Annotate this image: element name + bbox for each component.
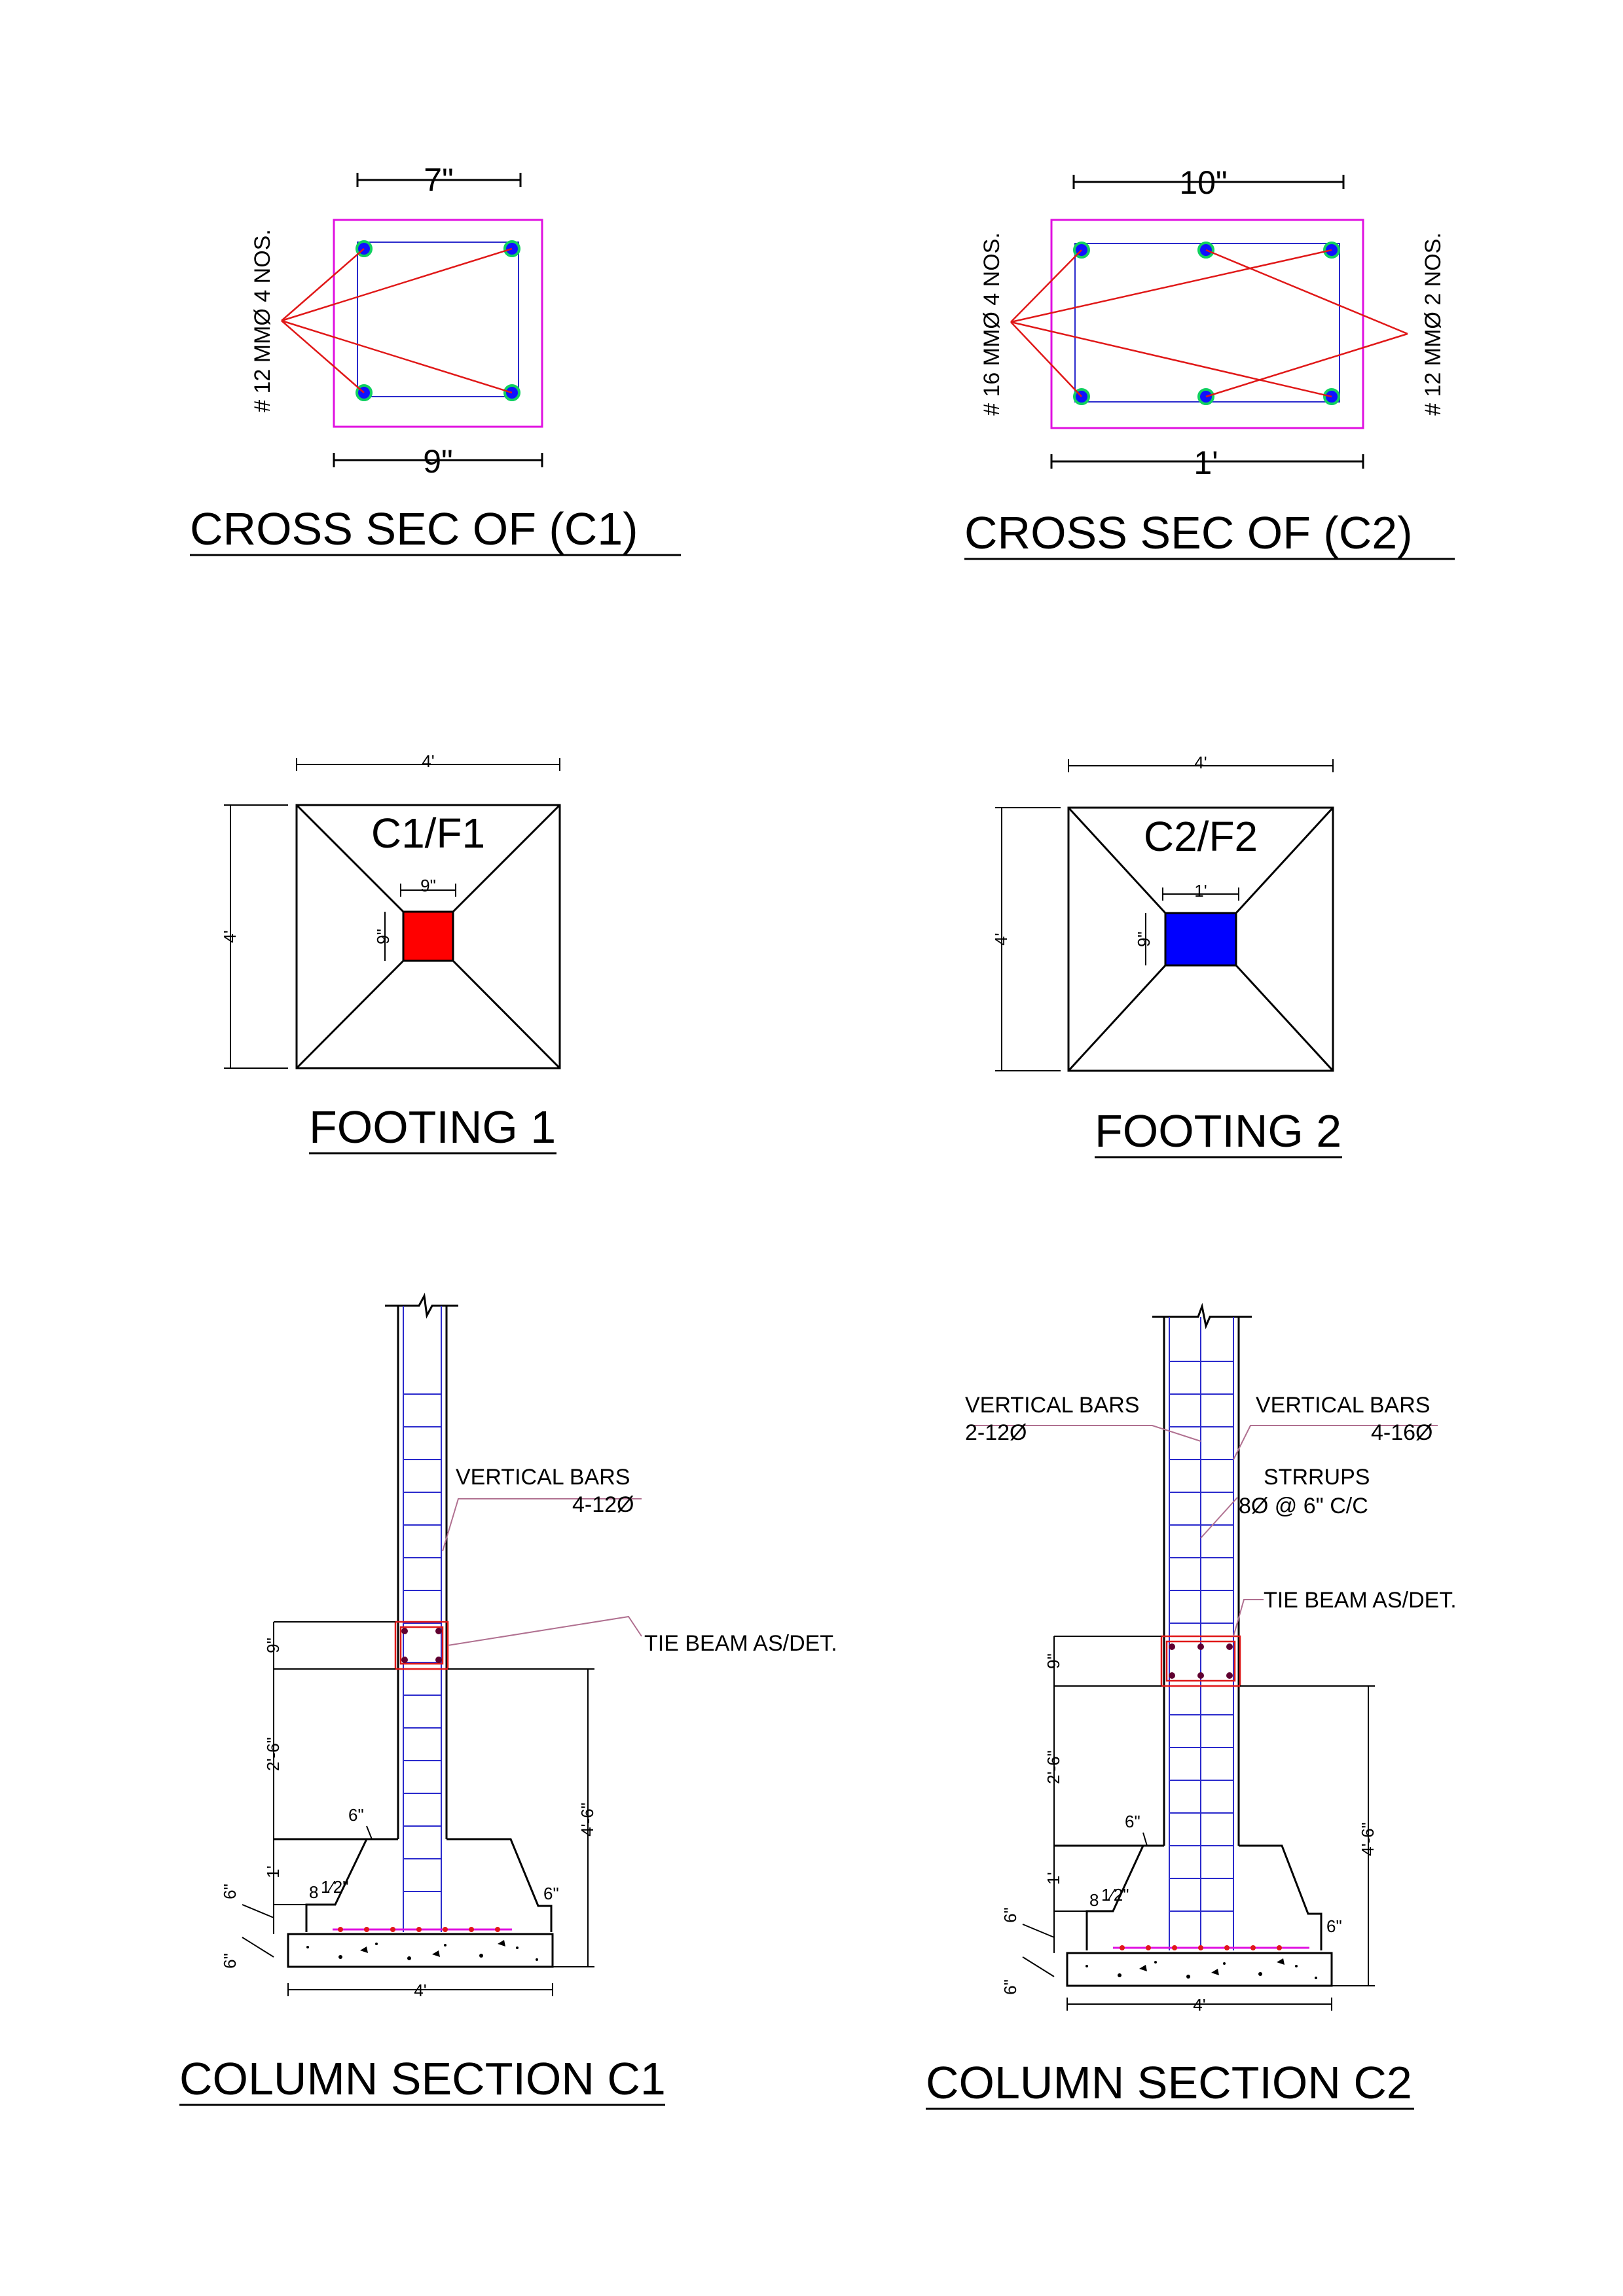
footing1-outline [295, 804, 561, 1069]
c2-vbars-left-value: 2-12Ø [965, 1420, 1027, 1445]
c2-dim-base: 4' [1193, 1995, 1205, 2015]
c2-dim-tie: 9" [1044, 1653, 1063, 1669]
c1-bottom-dim-text: 9" [423, 443, 453, 480]
c1-dim-6c: 6" [348, 1805, 364, 1825]
c2-outline [1050, 219, 1364, 429]
column-section-c2: 9" 2'-6" 1' 6" 6" 6" 6" 8 1⁄2" 4'-6" 4' … [926, 1302, 1457, 2110]
c1-dim-1: 1' [263, 1865, 283, 1878]
c2-tie-label: TIE BEAM AS/DET. [1264, 1588, 1457, 1613]
cross-section-c2: 10" 1' # 16 MMØ 4 NOS. # 12 MMØ 2 NOS. C… [964, 164, 1455, 560]
c1-pcc-base [287, 1933, 554, 1968]
footing2-column [1164, 912, 1237, 967]
c1-dim-base: 4' [414, 1981, 426, 2000]
c2-dim-6b: 6" [1000, 1979, 1020, 1995]
c2-vbars-left-label: VERTICAL BARS [965, 1393, 1139, 1418]
c2-dim-6a: 6" [1000, 1907, 1020, 1923]
c1-dim-tie: 9" [263, 1638, 283, 1653]
c2-bottom-dimension: 1' [1050, 444, 1364, 481]
c2-stirrups [1169, 1361, 1233, 1912]
c1-outline [333, 219, 543, 428]
c1-dim-4-6: 4'-6" [577, 1803, 597, 1837]
c1-vbars-value: 4-12Ø [572, 1492, 634, 1517]
footing1-tag: C1/F1 [371, 810, 485, 857]
c1-dim-6a: 6" [220, 1884, 240, 1899]
c2-rebar-label-right: # 12 MMØ 2 NOS. [1421, 232, 1446, 416]
c2-vbars-right-value: 4-16Ø [1371, 1420, 1433, 1445]
c2-dim-2-6: 2'-6" [1044, 1750, 1063, 1784]
c1-rebars [356, 240, 520, 401]
footing2-tag: C2/F2 [1144, 813, 1258, 860]
c2-dim-8: 8 [1089, 1890, 1099, 1910]
c2-dim-6c: 6" [1125, 1812, 1140, 1831]
c2-vbars-right-label: VERTICAL BARS [1256, 1393, 1430, 1418]
c1-dim-6d: 6" [543, 1884, 559, 1903]
footing1-col-w: 9" [420, 876, 436, 895]
cross-section-c1: 7" 9" # 12 MMØ 4 NOS. CROSS SEC OF (C1) [190, 162, 681, 556]
c1-dim-6b: 6" [220, 1953, 240, 1969]
c2-dim-6d: 6" [1326, 1916, 1342, 1936]
footing2-height-dim: 4' [991, 933, 1011, 945]
footing1-title: FOOTING 1 [309, 1102, 556, 1153]
footing-1: C1/F1 4' 4' 9" 9" FOOTING 1 [220, 751, 561, 1155]
c2-rebar-leaders [1010, 249, 1408, 398]
c1-top-dim-text: 7" [424, 162, 454, 198]
footing1-column [402, 910, 454, 962]
c1-rebar-label: # 12 MMØ 4 NOS. [250, 229, 275, 412]
c2-section-title: COLUMN SECTION C2 [926, 2057, 1412, 2108]
c1-dim-2-6: 2'-6" [263, 1737, 283, 1771]
c1-stirrups [403, 1393, 441, 1892]
footing2-col-w: 1' [1194, 881, 1207, 901]
c2-dim-half: 1⁄2" [1101, 1885, 1129, 1905]
footing1-width-dim: 4' [422, 751, 434, 771]
c2-dim-1: 1' [1044, 1872, 1063, 1884]
c2-stirrups-label: STRRUPS [1264, 1465, 1370, 1490]
c2-stirrups-value: 8Ø @ 6" C/C [1239, 1494, 1368, 1518]
c2-rebar-label-left: # 16 MMØ 4 NOS. [979, 232, 1004, 416]
c2-bottom-dim-text: 1' [1194, 444, 1218, 481]
footing1-height-dim: 4' [220, 930, 240, 942]
c2-cross-title: CROSS SEC OF (C2) [964, 507, 1413, 558]
footing2-title: FOOTING 2 [1095, 1105, 1341, 1157]
c1-tie-label: TIE BEAM AS/DET. [644, 1631, 837, 1656]
footing2-width-dim: 4' [1194, 753, 1207, 772]
c2-top-dim-text: 10" [1179, 164, 1227, 201]
c1-bottom-dimension: 9" [333, 443, 543, 480]
c1-vbars-label: VERTICAL BARS [456, 1465, 630, 1490]
c1-top-dimension: 7" [356, 162, 522, 198]
c1-cross-title: CROSS SEC OF (C1) [190, 503, 638, 554]
c2-top-dimension: 10" [1072, 164, 1345, 201]
c1-dim-half: 1⁄2" [321, 1877, 349, 1897]
c2-rebars [1073, 242, 1340, 405]
c1-stirrup [357, 242, 519, 397]
c2-stirrup [1074, 243, 1340, 403]
c2-dim-4-6: 4'-6" [1358, 1822, 1377, 1856]
column-section-c1: 9" 2'-6" 1' 6" 6" 6" 6" 8 1⁄2" 4'-6" 4' … [179, 1293, 837, 2106]
footing1-col-h: 9" [373, 929, 393, 944]
c1-section-title: COLUMN SECTION C1 [179, 2053, 666, 2104]
footing-2: C2/F2 4' 4' 1' 9" FOOTING 2 [991, 753, 1342, 1158]
footing2-outline [1067, 806, 1334, 1072]
footing2-col-h: 9" [1134, 931, 1154, 947]
c1-dim-8: 8 [309, 1882, 318, 1902]
c2-pcc-base [1066, 1952, 1333, 1987]
c1-rebar-leaders [281, 247, 513, 394]
c2-tie-beam [1160, 1635, 1241, 1687]
